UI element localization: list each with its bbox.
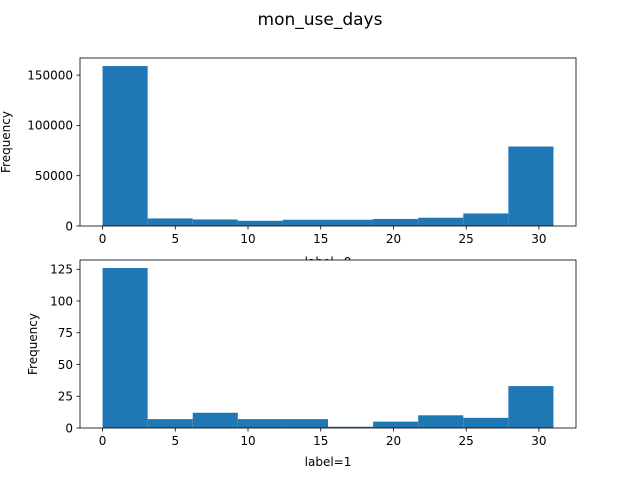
y-tick-label: 75 — [58, 326, 73, 340]
histogram-bar — [418, 217, 464, 226]
axes-frame — [79, 259, 577, 429]
histogram-bar — [192, 219, 238, 226]
y-tick-label: 100000 — [27, 119, 73, 133]
histogram-bar — [147, 218, 193, 226]
x-tick-label: 25 — [459, 232, 474, 246]
histogram-bar — [508, 146, 554, 226]
x-tick-label: 5 — [171, 434, 179, 448]
histogram-bar — [147, 419, 193, 428]
histogram-bar — [282, 419, 328, 428]
axes-frame — [79, 57, 577, 227]
y-tick-label: 0 — [65, 219, 73, 233]
x-tick-label: 15 — [313, 434, 328, 448]
x-tick-label: 10 — [240, 434, 255, 448]
histogram-bar — [192, 412, 238, 428]
histogram-label-0: 051015202530050000100000150000label=0Fre… — [0, 57, 577, 269]
y-tick-label: 0 — [65, 421, 73, 435]
x-tick-label: 5 — [171, 232, 179, 246]
x-tick-label: 15 — [313, 232, 328, 246]
y-tick-label: 25 — [58, 390, 73, 404]
x-tick-label: 0 — [99, 434, 107, 448]
y-axis-label: Frequency — [26, 313, 40, 375]
histogram-bar — [373, 421, 419, 428]
histogram-bar — [418, 415, 464, 428]
axes-background — [80, 260, 576, 428]
histogram-bar — [463, 417, 509, 428]
x-tick-label: 0 — [99, 232, 107, 246]
x-tick-label: 20 — [386, 434, 401, 448]
y-tick-label: 125 — [50, 263, 73, 277]
y-axis-label: Frequency — [0, 111, 13, 173]
histogram-bar — [102, 268, 148, 428]
histogram-bar — [373, 218, 419, 226]
x-tick-label: 10 — [240, 232, 255, 246]
histogram-bar — [237, 220, 283, 226]
x-tick-label: 25 — [459, 434, 474, 448]
histogram-label-1: 0 5 10 15 20 25 30 0 25 50 75 100 125 label=1 Frequenc… — [26, 259, 577, 469]
histogram-bar — [328, 426, 374, 428]
histogram-bar — [237, 419, 283, 428]
histogram-bar — [463, 213, 509, 226]
figure-suptitle: mon_use_days — [258, 10, 383, 30]
histogram-bar — [508, 386, 554, 428]
y-tick-label: 100 — [50, 294, 73, 308]
histogram-bar — [282, 219, 328, 226]
x-tick-label: 30 — [531, 434, 546, 448]
y-tick-label: 50000 — [35, 169, 73, 183]
x-axis-label: label=1 — [305, 455, 352, 469]
x-tick-label: 30 — [531, 232, 546, 246]
x-tick-label: 20 — [386, 232, 401, 246]
y-tick-label: 50 — [58, 358, 73, 372]
y-tick-label: 150000 — [27, 68, 73, 82]
histogram-bar — [102, 66, 148, 226]
histogram-bar — [328, 219, 374, 226]
